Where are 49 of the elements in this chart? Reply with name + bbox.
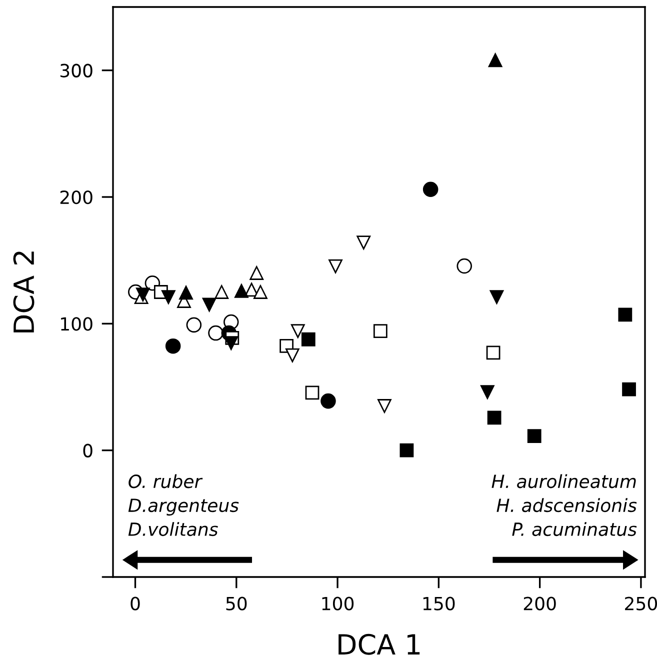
point (456, 258, 472, 274)
point (527, 429, 542, 443)
point (179, 286, 193, 300)
point (373, 324, 388, 338)
x-tick-label: 200 (524, 596, 556, 610)
point (328, 259, 342, 274)
point (214, 285, 229, 299)
x-tick-label: 250 (625, 596, 657, 610)
point (490, 290, 504, 304)
point (208, 325, 224, 341)
x-tick-label: 50 (226, 596, 247, 610)
annotation: D.argenteus (128, 498, 239, 516)
point (618, 308, 632, 322)
point (254, 285, 268, 299)
y-tick-label: 300 (60, 64, 92, 78)
point (234, 284, 248, 298)
point (136, 288, 150, 302)
point (422, 182, 438, 198)
annotation: D.volitans (128, 522, 218, 536)
point (320, 393, 336, 409)
annotation: H. adscensionis (496, 498, 637, 512)
y-tick-label: 100 (61, 317, 92, 331)
point (250, 266, 264, 280)
point (487, 410, 502, 425)
point (305, 386, 320, 400)
x-tick-label: 0 (130, 596, 140, 610)
annotation: H. aurolineatum (492, 474, 636, 488)
point (488, 53, 502, 68)
y-tick-label: 0 (83, 444, 92, 458)
point (161, 290, 176, 304)
point (378, 399, 392, 413)
x-tick-label: 150 (423, 596, 455, 610)
annotation: O. ruber (128, 474, 203, 488)
point (165, 338, 181, 354)
y-axis-title: DCA 2 (13, 252, 34, 332)
point (400, 443, 414, 458)
annotation: P. acuminatus (512, 522, 637, 536)
point (356, 236, 371, 250)
point (285, 348, 300, 362)
point (202, 298, 216, 312)
point (622, 382, 636, 396)
point (301, 332, 316, 346)
y-tick-label: 200 (60, 190, 92, 204)
point (186, 317, 202, 333)
point (480, 385, 494, 400)
point (290, 324, 305, 338)
x-axis-title: DCA 1 (338, 634, 420, 655)
point (486, 346, 500, 360)
x-tick-label: 100 (322, 596, 354, 610)
